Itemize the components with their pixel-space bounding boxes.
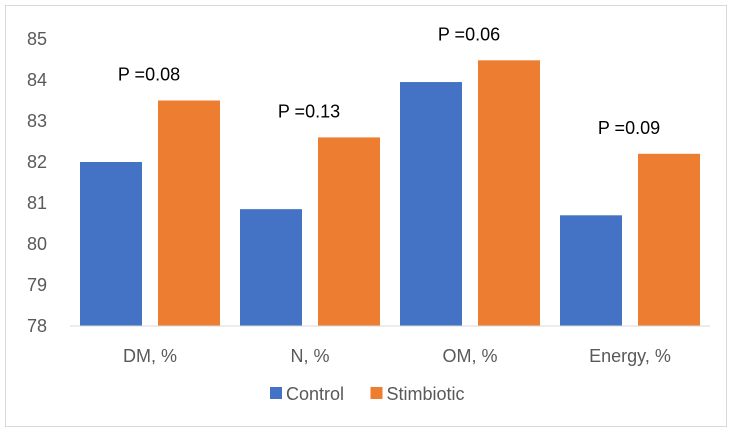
y-axis-ticks: 78 79 80 81 82 83 84 85 <box>27 29 47 336</box>
legend: Control Stimbiotic <box>270 384 465 404</box>
x-category-label: N, % <box>290 346 329 366</box>
legend-swatch-control <box>270 387 282 399</box>
bar-control-0 <box>80 162 142 326</box>
p-value-annotations: P =0.08 P =0.13 P =0.06 P =0.09 <box>118 24 660 137</box>
x-axis-categories: DM, % N, % OM, % Energy, % <box>123 346 671 366</box>
bars <box>80 60 700 326</box>
y-tick-label: 82 <box>27 152 47 172</box>
legend-swatch-stimbiotic <box>370 387 383 399</box>
y-tick-label: 81 <box>27 193 47 213</box>
p-value-annotation: P =0.13 <box>278 101 340 121</box>
y-tick-label: 83 <box>27 111 47 131</box>
bar-control-3 <box>560 215 622 326</box>
y-tick-label: 85 <box>27 29 47 49</box>
y-tick-label: 84 <box>27 70 47 90</box>
x-category-label: DM, % <box>123 346 177 366</box>
bar-control-2 <box>400 82 462 326</box>
y-tick-label: 78 <box>27 316 47 336</box>
bar-stimbiotic-1 <box>318 137 380 326</box>
p-value-annotation: P =0.08 <box>118 65 180 85</box>
bar-control-1 <box>240 209 302 326</box>
p-value-annotation: P =0.06 <box>438 24 500 44</box>
x-category-label: OM, % <box>442 346 497 366</box>
bar-stimbiotic-3 <box>638 153 700 326</box>
legend-label-stimbiotic: Stimbiotic <box>387 384 465 404</box>
bar-stimbiotic-2 <box>478 60 540 326</box>
legend-label-control: Control <box>286 384 344 404</box>
y-tick-label: 79 <box>27 275 47 295</box>
y-tick-label: 80 <box>27 234 47 254</box>
p-value-annotation: P =0.09 <box>598 118 660 138</box>
x-category-label: Energy, % <box>589 346 671 366</box>
bar-stimbiotic-0 <box>158 100 220 326</box>
